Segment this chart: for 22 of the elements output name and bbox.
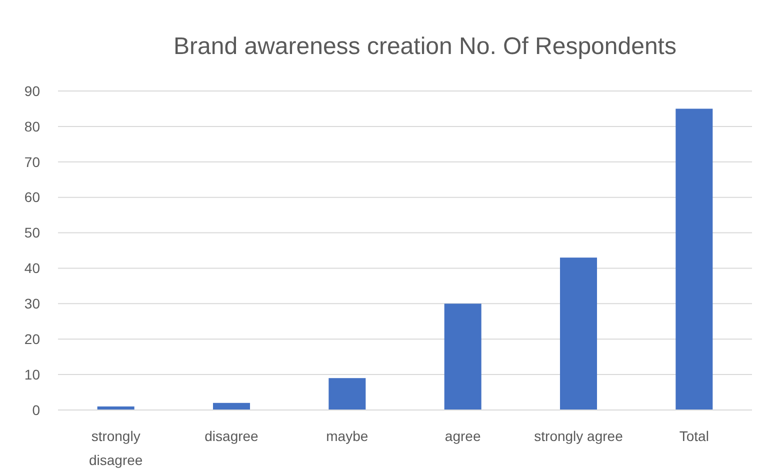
- bar: [444, 304, 482, 410]
- y-tick-label: 80: [24, 118, 40, 134]
- x-tick-label: strongly disagree: [88, 428, 143, 468]
- y-tick-label: 70: [24, 154, 40, 170]
- y-tick-label: 60: [24, 189, 40, 206]
- x-tick-label: maybe: [326, 428, 368, 444]
- bar: [676, 108, 713, 410]
- bar: [560, 258, 598, 410]
- x-tick-label: disagree: [204, 428, 259, 444]
- bar: [328, 378, 366, 410]
- y-tick-label: 90: [24, 82, 40, 99]
- x-tick-label: strongly agree: [534, 428, 624, 444]
- x-tick-label: agree: [444, 428, 481, 444]
- y-tick-label: 20: [24, 331, 40, 348]
- y-tick-label: 30: [24, 296, 40, 312]
- bar: [212, 402, 250, 410]
- chart-title: Brand awareness creation No. Of Respondents: [174, 33, 676, 60]
- x-tick-label: Total: [679, 428, 709, 444]
- y-tick-label: 40: [24, 260, 40, 276]
- y-tick-label: 10: [24, 366, 40, 382]
- y-tick-label: 0: [32, 402, 40, 418]
- y-tick-label: 50: [24, 224, 40, 241]
